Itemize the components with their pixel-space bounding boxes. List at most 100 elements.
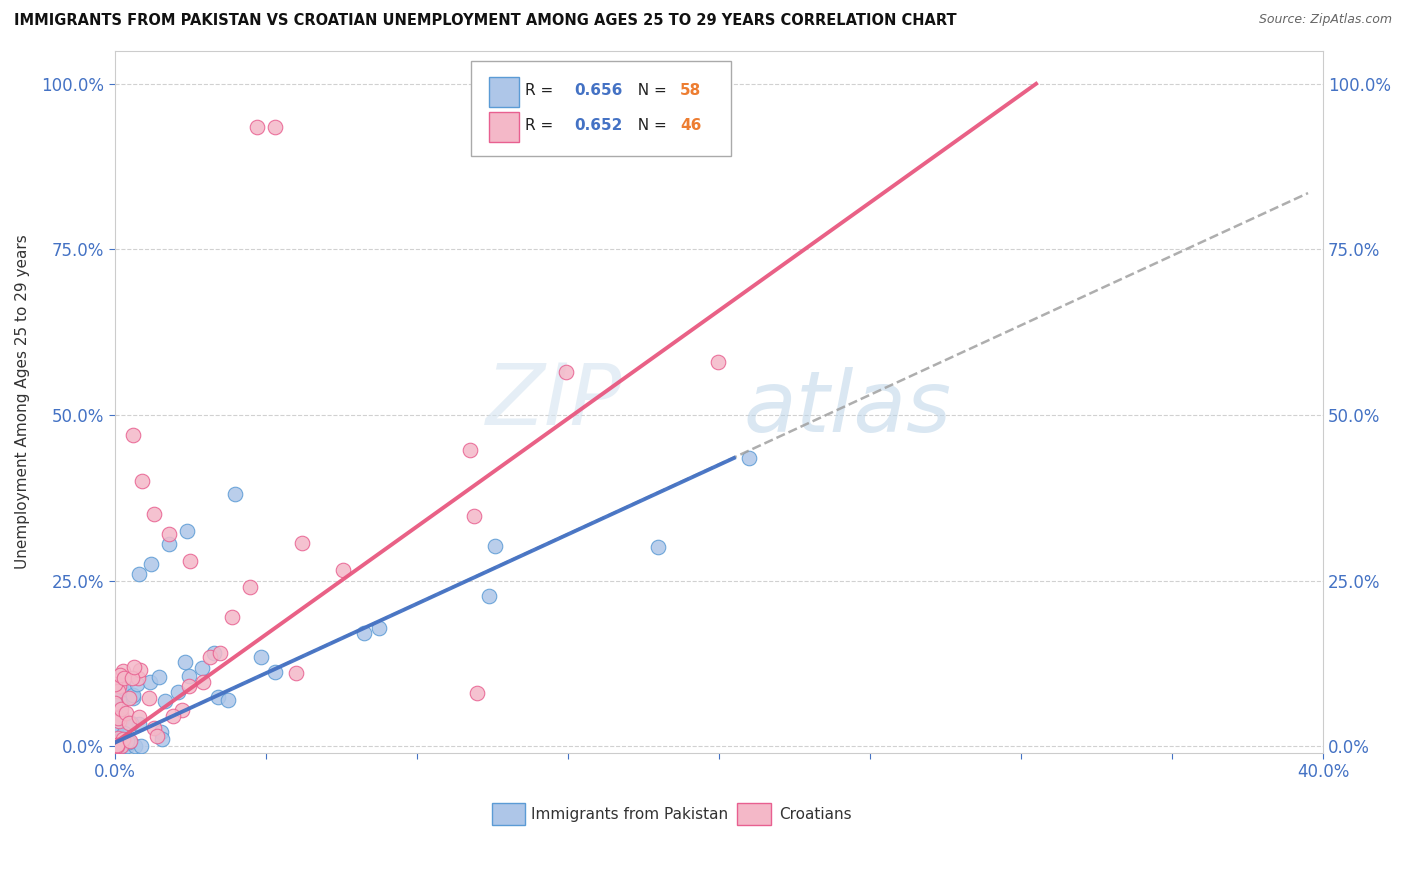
Point: [104, 739, 127, 753]
Point: [284, 666, 307, 681]
Point: [104, 696, 127, 710]
Point: [146, 729, 169, 743]
Point: [107, 706, 129, 721]
Point: [112, 725, 135, 739]
Point: [177, 669, 200, 683]
Point: [142, 508, 165, 522]
Point: [128, 566, 150, 581]
Text: 0.656: 0.656: [574, 83, 623, 98]
Point: [112, 671, 135, 685]
Point: [245, 120, 267, 134]
Point: [148, 670, 170, 684]
Point: [121, 691, 143, 706]
Point: [107, 717, 129, 731]
Point: [120, 716, 142, 731]
FancyBboxPatch shape: [492, 803, 526, 825]
Point: [477, 589, 499, 603]
Point: [110, 680, 132, 694]
Text: IMMIGRANTS FROM PAKISTAN VS CROATIAN UNEMPLOYMENT AMONG AGES 25 TO 29 YEARS CORR: IMMIGRANTS FROM PAKISTAN VS CROATIAN UNE…: [14, 13, 956, 29]
Point: [131, 474, 153, 488]
Text: R =: R =: [526, 119, 558, 133]
Point: [107, 739, 129, 753]
Point: [105, 710, 128, 724]
Text: atlas: atlas: [742, 368, 950, 450]
Point: [108, 679, 131, 693]
Point: [111, 733, 134, 747]
Point: [138, 675, 160, 690]
Point: [153, 693, 176, 707]
Point: [110, 739, 132, 753]
Point: [111, 664, 134, 678]
FancyBboxPatch shape: [489, 78, 519, 107]
Point: [104, 720, 127, 734]
Point: [707, 355, 730, 369]
Text: N =: N =: [628, 83, 672, 98]
Point: [107, 684, 129, 698]
Point: [105, 739, 128, 753]
Point: [127, 677, 149, 691]
Point: [104, 739, 127, 753]
Point: [118, 734, 141, 748]
FancyBboxPatch shape: [737, 803, 770, 825]
Point: [104, 722, 127, 736]
Point: [353, 626, 375, 640]
Point: [129, 739, 152, 753]
Point: [250, 650, 273, 665]
Point: [176, 524, 198, 538]
Point: [191, 661, 214, 675]
Point: [157, 527, 180, 541]
Point: [111, 738, 134, 752]
Point: [458, 442, 481, 457]
Point: [150, 732, 173, 747]
Point: [122, 659, 145, 673]
Point: [202, 646, 225, 660]
Point: [149, 725, 172, 739]
Point: [127, 671, 149, 685]
Point: [108, 739, 131, 753]
Point: [239, 580, 262, 594]
Point: [166, 685, 188, 699]
Point: [104, 690, 127, 705]
Point: [121, 427, 143, 442]
Point: [110, 739, 132, 753]
Text: R =: R =: [526, 83, 558, 98]
Point: [107, 735, 129, 749]
Point: [463, 508, 485, 523]
Point: [138, 691, 160, 706]
Point: [177, 679, 200, 693]
Point: [104, 739, 127, 753]
Point: [139, 557, 162, 571]
Text: Croatians: Croatians: [779, 807, 852, 822]
Point: [332, 563, 354, 577]
Point: [200, 649, 222, 664]
Point: [128, 717, 150, 731]
Text: N =: N =: [628, 119, 672, 133]
Point: [110, 706, 132, 721]
Point: [108, 691, 131, 706]
Text: 0.652: 0.652: [574, 119, 623, 133]
Point: [174, 655, 197, 669]
Point: [291, 536, 314, 550]
Point: [263, 120, 285, 134]
Point: [122, 688, 145, 702]
Point: [110, 701, 132, 715]
Point: [107, 711, 129, 725]
Point: [104, 739, 127, 753]
Point: [484, 539, 506, 553]
Point: [157, 537, 180, 551]
Point: [179, 554, 201, 568]
Point: [224, 487, 246, 501]
FancyBboxPatch shape: [489, 112, 519, 142]
Text: 58: 58: [681, 83, 702, 98]
Point: [170, 703, 193, 717]
Point: [129, 663, 152, 677]
Point: [465, 686, 488, 700]
Point: [114, 682, 136, 697]
Point: [105, 738, 128, 752]
Point: [118, 716, 141, 731]
Point: [738, 450, 761, 465]
Point: [108, 668, 131, 682]
Point: [554, 365, 576, 379]
Point: [110, 694, 132, 708]
Text: 46: 46: [681, 119, 702, 133]
